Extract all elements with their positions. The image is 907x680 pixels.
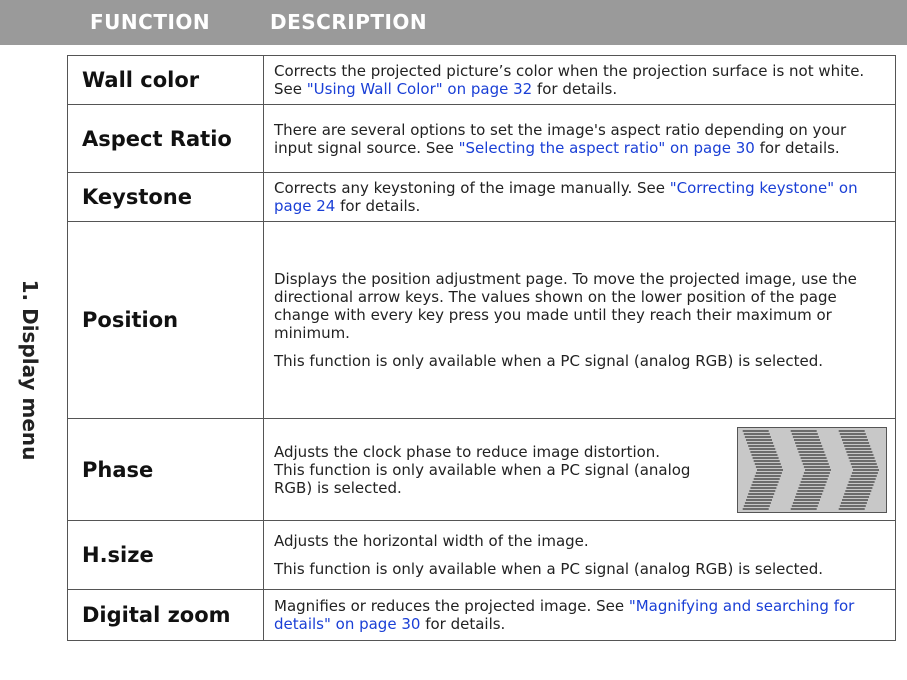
cross-reference-link: "Selecting the aspect ratio" on page 30: [458, 138, 755, 157]
description-paragraph: Corrects the projected picture’s color w…: [274, 62, 885, 98]
description-text: for details.: [754, 138, 840, 157]
function-name: Digital zoom: [67, 589, 264, 641]
function-name: Wall color: [67, 55, 264, 105]
table-row: Keystone Corrects any keystoning of the i…: [67, 172, 896, 222]
header-bar: FUNCTION DESCRIPTION: [0, 0, 907, 45]
function-name: Keystone: [67, 172, 264, 222]
cross-reference-link: "Magnifying and searching for details" o…: [274, 597, 855, 633]
description-text: There are several options to set the ima…: [274, 120, 847, 157]
cross-reference-link: "Using Wall Color" on page 32: [306, 80, 533, 98]
phase-illustration: [737, 426, 887, 513]
header-function: FUNCTION: [90, 10, 211, 34]
table-row: Aspect Ratio There are several options to…: [67, 104, 896, 173]
description-paragraph: Magnifies or reduces the projected image…: [274, 597, 885, 633]
description-paragraph: This function is only available when a P…: [274, 560, 885, 578]
description-paragraph: This function is only available when a P…: [274, 461, 714, 497]
section-label: 1. Display menu: [18, 279, 42, 461]
description-text: Corrects the projected picture’s color w…: [274, 62, 865, 98]
function-name: H.size: [67, 520, 264, 590]
function-name: Phase: [67, 418, 264, 521]
phase-text: Adjusts the clock phase to reduce image …: [274, 443, 714, 497]
table-row: Position Displays the position adjustment…: [67, 221, 896, 419]
table-row: Phase Adjusts the clock phase to reduce i…: [67, 418, 896, 521]
description-cell: Adjusts the horizontal width of the imag…: [263, 520, 896, 590]
description-text: Displays the position adjustment page. T…: [274, 270, 857, 342]
description-paragraph: Displays the position adjustment page. T…: [274, 270, 885, 342]
table-row: H.size Adjusts the horizontal width of th…: [67, 520, 896, 590]
header-description: DESCRIPTION: [270, 10, 428, 34]
function-name: Position: [67, 221, 264, 419]
cross-reference-link: "Correcting keystone" on page 24: [274, 179, 858, 215]
description-text: for details.: [420, 615, 506, 633]
phase-layout: Adjusts the clock phase to reduce image …: [274, 426, 887, 513]
description-text: for details.: [335, 197, 421, 215]
description-paragraph: Adjusts the clock phase to reduce image …: [274, 443, 714, 461]
description-paragraph: Adjusts the horizontal width of the imag…: [274, 532, 885, 550]
description-text: Adjusts the horizontal width of the imag…: [274, 532, 589, 550]
description-cell: Magnifies or reduces the projected image…: [263, 589, 896, 641]
description-paragraph: There are several options to set the ima…: [274, 121, 885, 157]
description-text: This function is only available when a P…: [274, 352, 824, 370]
description-paragraph: This function is only available when a P…: [274, 352, 885, 370]
description-text: for details.: [532, 80, 618, 98]
description-cell: Corrects the projected picture’s color w…: [263, 55, 896, 105]
table-row: Wall color Corrects the projected picture…: [67, 55, 896, 105]
description-cell: There are several options to set the ima…: [263, 104, 896, 173]
description-text: Corrects any keystoning of the image man…: [274, 179, 670, 197]
description-text: Adjusts the clock phase to reduce image …: [274, 442, 661, 461]
function-table: Wall color Corrects the projected picture…: [67, 55, 896, 641]
description-paragraph: Corrects any keystoning of the image man…: [274, 179, 885, 215]
description-cell: Corrects any keystoning of the image man…: [263, 172, 896, 222]
description-text: Magnifies or reduces the projected image…: [274, 597, 629, 615]
table-row: Digital zoom Magnifies or reduces the pro…: [67, 589, 896, 641]
description-cell: Adjusts the clock phase to reduce image …: [263, 418, 896, 521]
description-cell: Displays the position adjustment page. T…: [263, 221, 896, 419]
function-name: Aspect Ratio: [67, 104, 264, 173]
description-text: This function is only available when a P…: [274, 460, 691, 497]
description-text: This function is only available when a P…: [274, 560, 824, 578]
